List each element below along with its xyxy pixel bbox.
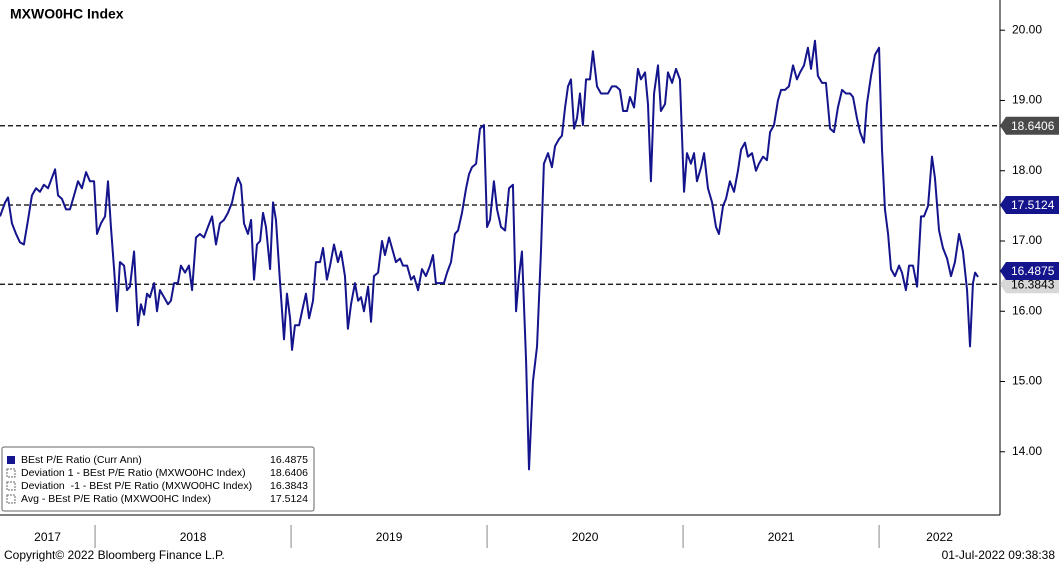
chart-title: MXWO0HC Index: [10, 6, 124, 22]
x-tick-label: 2021: [768, 530, 795, 544]
footer-right: 01-Jul-2022 09:38:38: [942, 548, 1056, 562]
y-tick-label: 17.00: [1012, 233, 1042, 247]
reference-tag: 18.6406: [1011, 119, 1055, 133]
reference-tag-bg: [1000, 195, 1059, 214]
legend-label: BEst P/E Ratio (Curr Ann): [21, 454, 142, 466]
y-tick-label: 16.00: [1012, 303, 1042, 317]
price-line: [0, 39, 979, 471]
reference-tag: 16.3843: [1011, 277, 1055, 291]
legend-value: 16.4875: [270, 454, 308, 466]
reference-tag: 17.5124: [1011, 198, 1055, 212]
x-tick-label: 2020: [572, 530, 599, 544]
legend-marker: [7, 456, 15, 464]
y-tick-label: 15.00: [1012, 374, 1042, 388]
y-tick-label: 18.00: [1012, 163, 1042, 177]
y-tick-label: 14.00: [1012, 444, 1042, 458]
last-value-tag: 16.4875: [1011, 264, 1055, 278]
legend-label: Deviation 1 - BEst P/E Ratio (MXWO0HC In…: [21, 467, 246, 479]
x-tick-label: 2022: [926, 530, 953, 544]
x-tick-label: 2018: [180, 530, 207, 544]
x-tick-label: 2019: [376, 530, 403, 544]
legend-box: [1, 446, 315, 512]
last-value-tag-bg: [1000, 261, 1059, 280]
legend-value: 16.3843: [270, 480, 308, 492]
legend-label: Avg - BEst P/E Ratio (MXWO0HC Index): [21, 493, 211, 505]
legend-marker: [6, 468, 16, 478]
footer-left: Copyright© 2022 Bloomberg Finance L.P.: [4, 548, 225, 562]
reference-tag-bg: [1000, 116, 1059, 135]
legend-value: 17.5124: [270, 493, 308, 505]
y-tick-label: 20.00: [1012, 22, 1042, 36]
legend-marker: [6, 494, 16, 504]
legend-value: 18.6406: [270, 467, 308, 479]
legend-marker: [6, 481, 16, 491]
legend-label: Deviation -1 - BEst P/E Ratio (MXWO0HC I…: [21, 480, 252, 492]
x-tick-label: 2017: [34, 530, 61, 544]
y-tick-label: 19.00: [1012, 93, 1042, 107]
